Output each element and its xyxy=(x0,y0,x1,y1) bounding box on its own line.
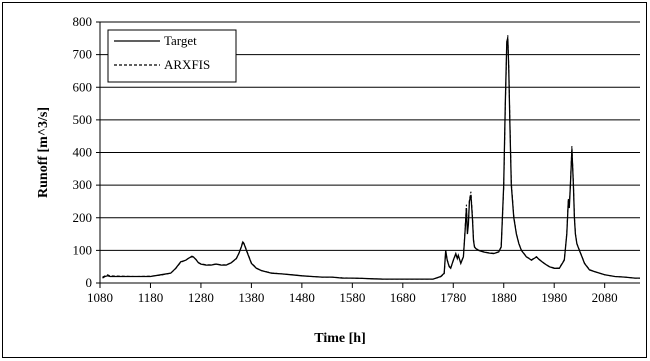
x-tick-label-2080: 2080 xyxy=(592,290,618,305)
grid-lines xyxy=(100,21,640,251)
legend-box xyxy=(107,29,237,83)
y-tick-label-400: 400 xyxy=(73,145,93,160)
x-tick-label-1080: 1080 xyxy=(87,290,113,305)
x-tick-label-1880: 1880 xyxy=(491,290,517,305)
y-tick-label-300: 300 xyxy=(73,177,93,192)
y-tick-label-500: 500 xyxy=(73,112,93,127)
series-layer xyxy=(102,35,640,280)
legend-label-target: Target xyxy=(164,33,197,48)
x-tick-label-1380: 1380 xyxy=(238,290,264,305)
y-axis-title: Runoff [m^3/s] xyxy=(36,107,51,198)
x-tick-label-1580: 1580 xyxy=(339,290,365,305)
legend: Target ARXFIS xyxy=(107,29,237,83)
y-tick-label-600: 600 xyxy=(73,79,93,94)
x-axis-title: Time [h] xyxy=(314,331,365,346)
legend-label-arxfis: ARXFIS xyxy=(164,57,210,72)
y-tick-label-0: 0 xyxy=(86,275,93,290)
tick-labels: 0 100 200 300 400 500 600 700 800 1080 1180 1280 138… xyxy=(73,14,618,305)
series-line-arxfis xyxy=(102,35,640,280)
y-tick-label-800: 800 xyxy=(73,14,93,29)
y-tick-label-200: 200 xyxy=(73,210,93,225)
x-tick-label-1780: 1780 xyxy=(440,290,466,305)
x-tick-label-1280: 1280 xyxy=(188,290,214,305)
x-tick-label-1980: 1980 xyxy=(541,290,567,305)
axes xyxy=(96,21,640,288)
x-tick-label-1680: 1680 xyxy=(390,290,416,305)
y-tick-label-700: 700 xyxy=(73,47,93,62)
x-tick-label-1480: 1480 xyxy=(289,290,315,305)
x-tick-label-1180: 1180 xyxy=(138,290,164,305)
y-tick-label-100: 100 xyxy=(73,242,93,257)
